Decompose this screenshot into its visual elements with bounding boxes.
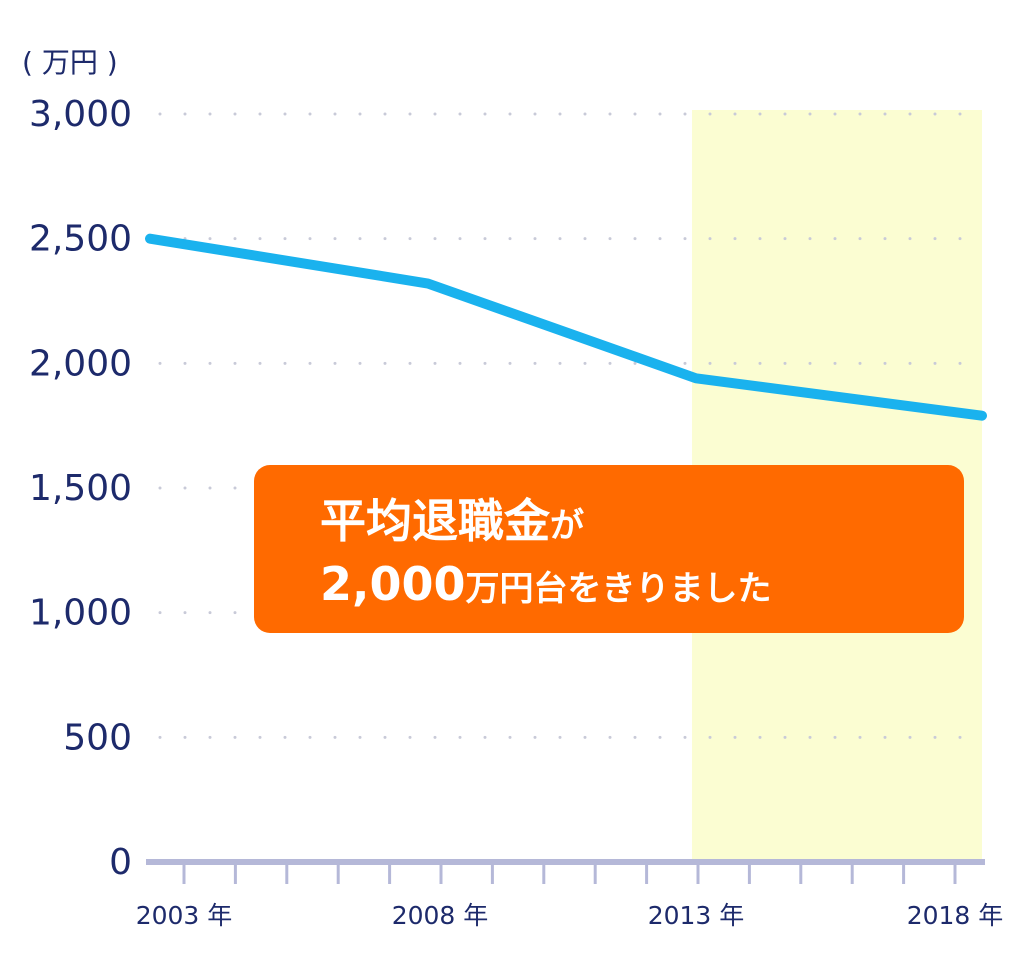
- x-tick-label: 2018 年: [907, 901, 1004, 930]
- y-tick-label: 0: [109, 842, 132, 883]
- y-tick-label: 500: [63, 717, 132, 758]
- y-tick-label: 2,500: [29, 219, 132, 260]
- x-tick-label: 2003 年: [136, 901, 233, 930]
- callout-line-1: 平均退職金が: [320, 485, 584, 551]
- y-tick-label: 2,000: [29, 343, 132, 384]
- y-tick-label: 1,000: [29, 593, 132, 634]
- x-tick-label: 2008 年: [392, 901, 489, 930]
- callout-line2-number: 2,000: [320, 557, 466, 611]
- y-axis-ticks: 0 500 1,000 1,500 2,000 2,500 3,000: [29, 94, 132, 883]
- y-unit-label: ( 万円 ): [22, 46, 118, 79]
- callout-line-2: 2,000万円台をきりました: [320, 557, 772, 611]
- x-tick-label: 2013 年: [648, 901, 745, 930]
- callout-line1-suffix: が: [550, 506, 584, 546]
- callout-bubble: 平均退職金が 2,000万円台をきりました: [254, 465, 964, 633]
- callout-line2-suffix: 万円台をきりました: [465, 569, 772, 609]
- callout-line1-main: 平均退職金: [320, 494, 550, 548]
- x-axis-ticks: 2003 年 2008 年 2013 年 2018 年: [136, 862, 1004, 930]
- series-line: [145, 233, 987, 421]
- y-tick-label: 1,500: [29, 468, 132, 509]
- y-tick-label: 3,000: [29, 94, 132, 135]
